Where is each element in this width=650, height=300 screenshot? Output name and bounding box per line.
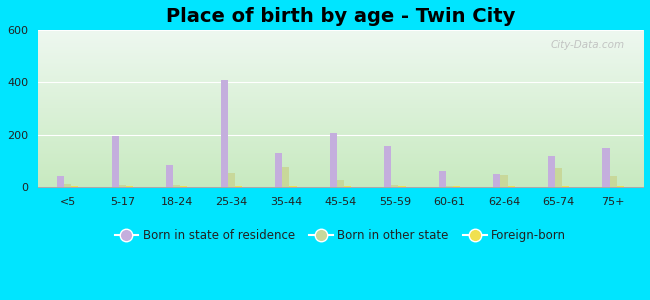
Bar: [64, 184, 72, 187]
Bar: [508, 186, 515, 187]
Bar: [384, 146, 391, 187]
Bar: [500, 175, 508, 187]
Bar: [227, 172, 235, 187]
Bar: [112, 136, 119, 187]
Bar: [398, 186, 406, 187]
Bar: [344, 186, 351, 187]
Bar: [282, 167, 289, 187]
Bar: [391, 185, 398, 187]
Bar: [493, 174, 501, 187]
Bar: [289, 186, 296, 187]
Bar: [548, 156, 555, 187]
Bar: [555, 168, 562, 187]
Bar: [221, 80, 228, 187]
Bar: [181, 186, 187, 187]
Bar: [72, 186, 79, 187]
Bar: [610, 176, 617, 187]
Legend: Born in state of residence, Born in other state, Foreign-born: Born in state of residence, Born in othe…: [110, 224, 571, 247]
Bar: [617, 186, 624, 187]
Bar: [174, 185, 181, 187]
Bar: [275, 153, 282, 187]
Bar: [337, 180, 344, 187]
Bar: [126, 186, 133, 187]
Bar: [119, 185, 126, 187]
Text: City-Data.com: City-Data.com: [551, 40, 625, 50]
Bar: [330, 134, 337, 187]
Bar: [235, 186, 242, 187]
Bar: [57, 176, 64, 187]
Bar: [166, 165, 174, 187]
Bar: [453, 186, 460, 187]
Bar: [439, 171, 446, 187]
Bar: [603, 148, 610, 187]
Bar: [562, 186, 569, 187]
Title: Place of birth by age - Twin City: Place of birth by age - Twin City: [166, 7, 515, 26]
Bar: [446, 186, 453, 187]
